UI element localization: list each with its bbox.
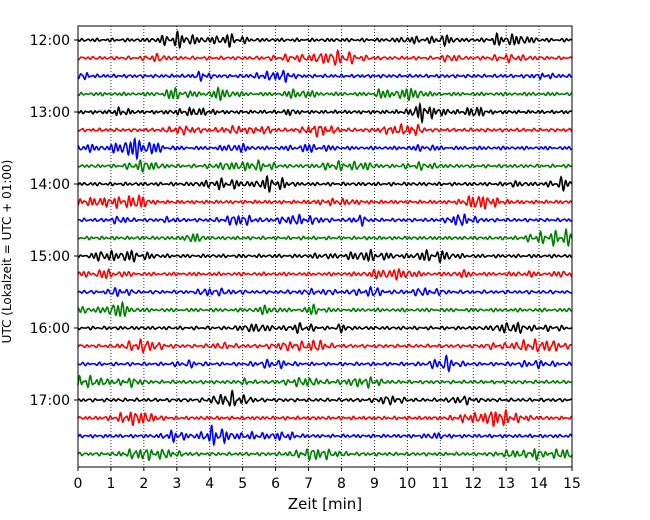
x-axis: 0 1 2 3 4 5 6 7 8 9 10 11 12 13 14 15 [74, 467, 581, 492]
trace-3 [77, 86, 573, 102]
trace-13 [77, 268, 573, 281]
trace-9 [77, 193, 573, 210]
y-tick-label-0: 12:00 [30, 33, 70, 49]
x-tick-label-7: 7 [304, 476, 313, 492]
trace-22 [77, 424, 573, 447]
trace-14 [77, 285, 573, 298]
y-tick-label-2: 14:00 [30, 177, 70, 193]
y-tick-label-1: 13:00 [30, 105, 70, 121]
x-axis-label: Zeit [min] [288, 495, 362, 513]
trace-7 [77, 159, 573, 174]
trace-0 [77, 30, 573, 50]
trace-20 [77, 388, 573, 407]
plot-frame [77, 25, 573, 468]
trace-19 [77, 374, 572, 390]
trace-16 [77, 321, 573, 335]
trace-group [77, 30, 573, 462]
y-axis-label: UTC (Lokalzeit = UTC + 01:00) [0, 160, 14, 344]
x-tick-label-12: 12 [464, 476, 482, 492]
x-tick-label-8: 8 [337, 476, 346, 492]
x-tick-label-1: 1 [106, 476, 115, 492]
x-tick-label-3: 3 [172, 476, 181, 492]
trace-1 [77, 49, 573, 67]
y-tick-label-4: 16:00 [30, 321, 70, 337]
trace-15 [77, 300, 573, 318]
x-tick-label-4: 4 [205, 476, 214, 492]
x-tick-label-6: 6 [271, 476, 280, 492]
trace-11 [77, 227, 573, 248]
y-axis: 12:00 13:00 14:00 15:00 16:00 17:00 [30, 33, 78, 409]
x-tick-label-5: 5 [238, 476, 247, 492]
trace-6 [77, 137, 573, 161]
trace-5 [77, 122, 573, 139]
x-tick-label-13: 13 [497, 476, 515, 492]
x-tick-label-14: 14 [530, 476, 548, 492]
trace-18 [77, 354, 573, 373]
x-tick-label-10: 10 [398, 476, 416, 492]
y-tick-label-3: 15:00 [30, 249, 70, 265]
trace-17 [77, 338, 573, 354]
trace-10 [77, 213, 573, 228]
trace-2 [77, 69, 573, 84]
trace-8 [77, 174, 573, 193]
trace-12 [77, 248, 573, 264]
x-tick-label-11: 11 [431, 476, 449, 492]
y-tick-label-5: 17:00 [30, 393, 70, 409]
x-tick-label-9: 9 [370, 476, 379, 492]
trace-4 [77, 101, 573, 125]
x-tick-label-2: 2 [139, 476, 148, 492]
trace-23 [77, 447, 573, 462]
trace-21 [77, 409, 573, 428]
x-tick-label-0: 0 [74, 476, 83, 492]
x-tick-label-15: 15 [563, 476, 581, 492]
